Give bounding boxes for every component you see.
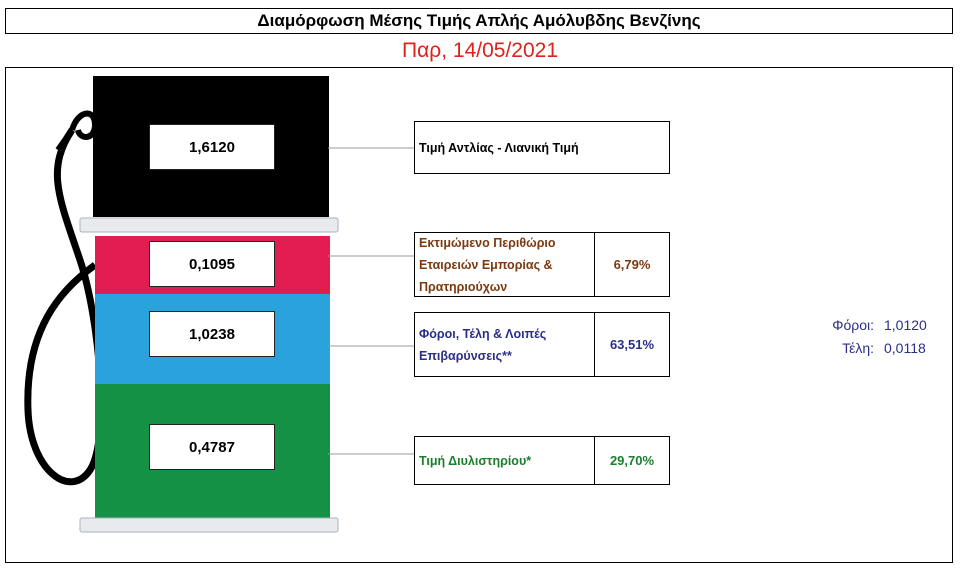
total-value: 1,6120 <box>149 124 275 170</box>
pump-base-plate <box>79 517 339 533</box>
margin-label: Εκτιμώμενο Περιθώριο Εταιρειών Εμπορίας … <box>414 232 595 297</box>
margin-value: 0,1095 <box>149 241 275 287</box>
breakdown-fees-value: 0,0118 <box>884 340 926 356</box>
pump-head-plate <box>79 217 339 233</box>
pump-nozzle <box>55 110 99 152</box>
refinery-label: Τιμή Διυλιστηρίου* <box>414 436 595 485</box>
chart-title: Διαμόρφωση Μέσης Τιμής Απλής Αμόλυβδης Β… <box>5 8 953 34</box>
tax-label: Φόροι, Τέλη & Λοιπές Επιβαρύνσεις** <box>414 312 595 377</box>
margin-percent: 6,79% <box>594 232 670 297</box>
total-label: Τιμή Αντλίας - Λιανική Τιμή <box>414 121 670 174</box>
refinery-value: 0,4787 <box>149 424 275 470</box>
chart-date: Παρ, 14/05/2021 <box>401 39 559 62</box>
breakdown-taxes-value: 1,0120 <box>884 317 927 333</box>
chart-frame <box>5 67 953 563</box>
tax-percent: 63,51% <box>594 312 670 377</box>
tax-value: 1,0238 <box>149 311 275 357</box>
refinery-percent: 29,70% <box>594 436 670 485</box>
breakdown-taxes-label: Φόροι: <box>832 317 874 333</box>
breakdown-fees-label: Τέλη: <box>842 340 874 356</box>
pump-hose <box>24 128 105 486</box>
